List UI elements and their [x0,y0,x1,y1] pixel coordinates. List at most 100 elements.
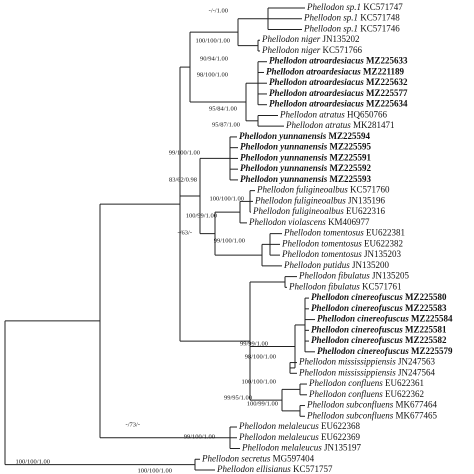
support-value: 100/100/1.00 [16,458,51,465]
species-name: Phellodon yunnanensis [240,163,328,173]
species-name: Phellodon yunnanensis [240,142,328,152]
species-name: Phellodon cinereofuscus [311,335,403,345]
species-name: Phellodon violascens [248,217,326,227]
taxon-label: Phellodon sp.1 KC571747 [306,2,403,12]
support-value: 95/84/1.00 [209,105,237,112]
taxon-label: Phellodon melaleucus JN135197 [241,443,361,453]
accession: MK281471 [353,120,395,130]
species-name: Phellodon secretus [201,453,271,463]
accession: JN135200 [352,260,390,270]
taxon-label: Phellodon yunnanensis MZ225593 [240,174,372,184]
accession: MK677464 [396,400,438,410]
accession: MZ225580 [405,292,447,302]
taxon-label: Phellodon niger KC571766 [261,45,363,55]
support-value: 99/100/1.00 [214,237,245,244]
accession: EU622382 [364,238,403,248]
taxon-label: Phellodon subconfluens MK677464 [306,400,438,410]
support-value: 100/99/1.00 [247,400,278,407]
accession: MG597404 [273,453,315,463]
accession: MZ225591 [330,152,372,162]
taxon-label: Phellodon violascens KM406977 [248,217,370,227]
species-name: Phellodon fuligineoalbus [256,185,348,195]
taxon-label: Phellodon putidus JN135200 [283,260,390,270]
accession: KC571757 [293,464,333,474]
accession: MZ221189 [363,67,405,77]
taxon-label: Phellodon niger JN135202 [261,34,360,44]
accession: EU622369 [321,432,360,442]
accession: MZ225633 [366,56,408,66]
accession: HQ650766 [347,110,387,120]
taxon-label: Phellodon mississippiensis JN247564 [298,367,436,377]
species-name: Phellodon mississippiensis [298,367,396,377]
taxon-label: Phellodon tomentosus EU622382 [281,238,403,248]
species-name: Phellodon fibulatus [288,281,360,291]
species-name: Phellodon tomentosus [281,238,362,248]
taxon-label: Phellodon atroardesiacus MZ221189 [266,67,405,77]
taxon-label: Phellodon melaleucus EU622368 [238,421,360,431]
taxon-label: Phellodon fibulatus KC571761 [288,281,402,291]
species-name: Phellodon yunnanensis [240,174,328,184]
taxon-label: Phellodon confluens EU622362 [308,389,424,399]
accession: KC571747 [363,2,403,12]
species-name: Phellodon sp.1 [303,13,358,23]
species-name: Phellodon melaleucus [238,421,319,431]
support-value: 100/100/1.00 [242,378,277,385]
species-name: Phellodon melaleucus [241,443,322,453]
support-value: 100/100/1.00 [210,195,245,202]
taxon-label: Phellodon fuligineoalbus EU622316 [252,206,385,216]
taxon-label: Phellodon secretus MG597404 [201,453,315,463]
taxon-label: Phellodon confluens EU622361 [308,378,424,388]
accession: EU622316 [346,206,385,216]
taxon-label: Phellodon fibulatus JN135205 [298,271,410,281]
accession: MZ225595 [330,142,372,152]
accession: MZ225581 [405,324,447,334]
taxon-label: Phellodon sp.1 KC571748 [303,13,400,23]
species-name: Phellodon tomentosus [283,228,364,238]
accession: MZ225592 [330,163,372,173]
taxon-label: Phellodon ellisianus KC571757 [216,464,333,474]
support-value: -/-/1.00 [209,7,228,14]
taxon-label: Phellodon cinereofuscus MZ225580 [311,292,447,302]
accession: MZ225579 [411,346,453,356]
accession: KC571748 [360,13,400,23]
accession: MZ225584 [411,314,453,324]
support-value: -/73/- [126,421,140,428]
accession: KC571761 [362,281,402,291]
accession: MZ225593 [330,174,372,184]
accession: MZ225577 [366,88,408,98]
support-value: 98/100/1.00 [245,353,276,360]
support-value: 100/99/1.00 [186,212,217,219]
taxon-label: Phellodon yunnanensis MZ225592 [240,163,372,173]
accession: KC571746 [360,24,400,34]
support-value: 83/62/0.98 [169,176,197,183]
accession: KC571766 [323,45,363,55]
taxon-label: Phellodon cinereofuscus MZ225583 [311,303,447,313]
species-name: Phellodon atroardesiacus [269,88,364,98]
support-value: 100/100/1.00 [196,37,231,44]
taxon-label: Phellodon mississippiensis JN247563 [298,357,436,367]
species-name: Phellodon mississippiensis [298,357,396,367]
accession: EU622381 [366,228,405,238]
species-name: Phellodon fibulatus [298,271,370,281]
taxon-label: Phellodon tomentosus JN135203 [281,249,402,259]
taxon-label: Phellodon sp.1 KC571746 [303,24,400,34]
taxon-label: Phellodon tomentosus EU622381 [283,228,405,238]
species-name: Phellodon cinereofuscus [311,324,403,334]
support-value: 99/100/1.00 [184,433,215,440]
accession: MZ225583 [405,303,447,313]
taxon-label: Phellodon melaleucus EU622369 [238,432,360,442]
taxon-label: Phellodon fuligineoalbus KC571760 [256,185,390,195]
species-name: Phellodon tomentosus [281,249,362,259]
species-name: Phellodon confluens [308,378,383,388]
accession: JN247564 [398,367,436,377]
accession: MZ225632 [366,77,408,87]
support-value: -/63/- [178,229,192,236]
support-value: 99/100/1.00 [169,149,200,156]
species-name: Phellodon atroardesiacus [269,99,364,109]
species-name: Phellodon sp.1 [303,24,358,34]
support-value: 99/99/1.00 [240,340,268,347]
species-name: Phellodon melaleucus [238,432,319,442]
species-name: Phellodon atroardesiacus [266,67,361,77]
